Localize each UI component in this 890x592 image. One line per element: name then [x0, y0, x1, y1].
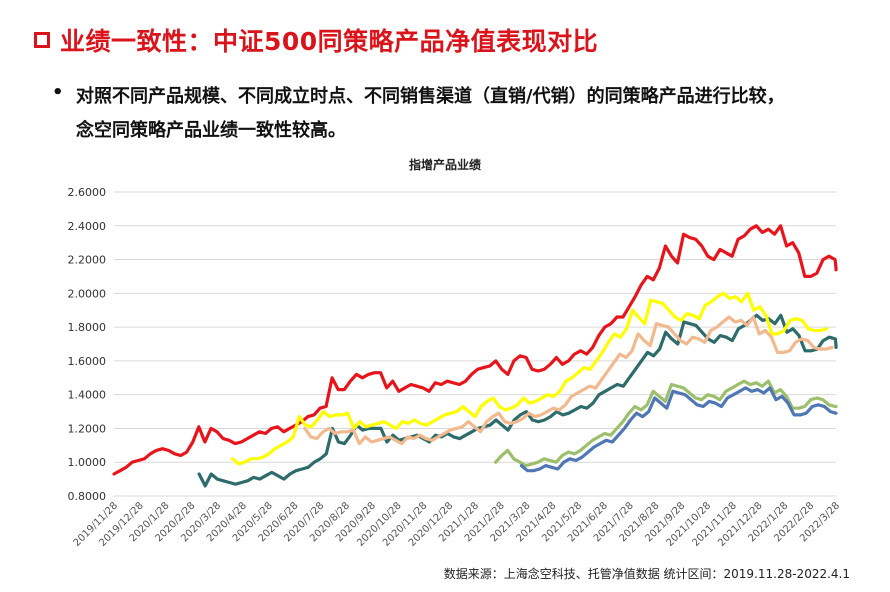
source-note: 数据来源：上海念空科技、托管净值数据 统计区间：2019.11.28-2022.…	[443, 567, 850, 581]
y-tick-label: 1.6000	[68, 355, 107, 368]
series-line-1	[112, 224, 838, 476]
y-tick-label: 0.8000	[68, 490, 107, 503]
bullet-text-line-2: 念空同策略产品业绩一致性较高。	[76, 120, 346, 141]
gridlines	[114, 191, 836, 497]
square-bullet-icon	[34, 32, 50, 48]
y-tick-label: 1.2000	[68, 422, 107, 435]
chart-title: 指增产品业绩	[408, 158, 481, 172]
series-line-6	[519, 386, 838, 473]
series-line-3	[231, 291, 829, 466]
y-tick-label: 1.8000	[68, 321, 107, 334]
y-tick-label: 2.2000	[68, 254, 107, 267]
y-tick-label: 2.6000	[68, 186, 107, 199]
y-tick-label: 1.0000	[68, 456, 107, 469]
series-line-4	[303, 315, 834, 446]
y-tick-label: 2.0000	[68, 287, 107, 300]
line-chart: 0.8000 1.0000 1.2000 1.4000 1.6000 1.8000 2.00…	[68, 186, 843, 549]
series-line-2	[197, 313, 838, 488]
y-tick-label: 1.4000	[68, 389, 107, 402]
title-text: 业绩一致性：中证500同策略产品净值表现对比	[60, 27, 599, 56]
series-line-5	[494, 379, 838, 468]
y-tick-label: 2.4000	[68, 220, 107, 233]
bullet-text-line-1: 对照不同产品规模、不同成立时点、不同销售渠道（直销/代销）的同策略产品进行比较，	[76, 86, 785, 107]
slide-title: 业绩一致性：中证500同策略产品净值表现对比	[34, 22, 598, 58]
bullet-dot: •	[52, 82, 64, 103]
